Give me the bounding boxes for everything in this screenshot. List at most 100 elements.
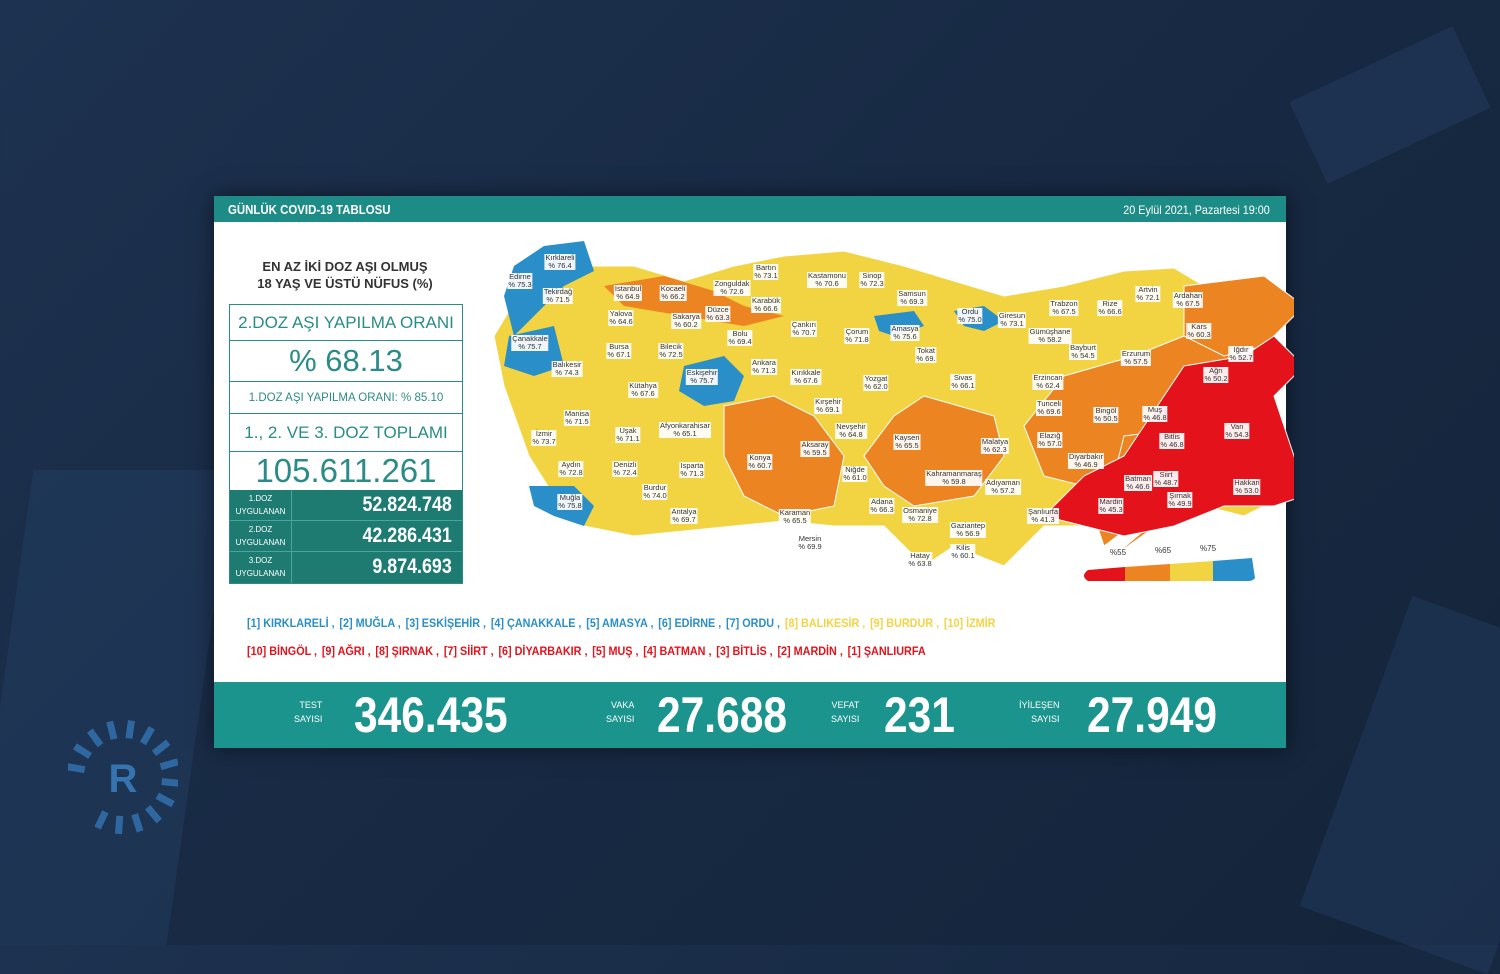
top-provinces-list: [1] KIRKLARELİ , [2] MUĞLA , [3] ESKİŞEH… — [247, 616, 997, 630]
province-label-zonguldak: Zonguldak% 72.6 — [713, 279, 751, 296]
province-label-antalya: Antalya% 69.7 — [670, 507, 698, 524]
rudaw-logo: R — [68, 720, 178, 835]
province-label-giresun: Giresun% 73.1 — [997, 311, 1027, 328]
province-label-edirne: Edirne% 75.3 — [507, 272, 533, 289]
logo-ray — [87, 728, 104, 748]
province-label-kahramanmaraş: Kahramanmaraş% 59.8 — [925, 469, 983, 486]
recovered-count: 27.949 — [1087, 687, 1217, 743]
logo-ray — [151, 739, 171, 757]
dose1-rate: 1.DOZ AŞI YAPILMA ORANI: % 85.10 — [230, 382, 462, 414]
province-label-tekirdağ: Tekirdağ% 71.5 — [542, 287, 574, 304]
province-label-van: Van% 54.3 — [1224, 422, 1250, 439]
legend-55: %55 — [1110, 548, 1127, 557]
logo-ray — [73, 743, 93, 759]
province-label-kırşehir: Kırşehir% 69.1 — [814, 397, 842, 414]
province-label-ankara: Ankara% 71.3 — [751, 358, 777, 375]
province-label-afyonkarahisar: Afyonkarahisar% 65.1 — [658, 421, 712, 438]
province-label-sivas: Sivas% 66.1 — [950, 373, 976, 390]
province-label-uşak: Uşak% 71.1 — [615, 426, 641, 443]
province-label-i̇zmir: İzmir% 73.7 — [531, 429, 557, 446]
province-label-kütahya: Kütahya% 67.6 — [628, 381, 658, 398]
top-list-item: [3] ESKİŞEHİR , — [405, 616, 490, 630]
province-label-şırnak: Şırnak% 49.9 — [1167, 491, 1193, 508]
header-date: 20 Eylül 2021, Pazartesi 19:00 — [1123, 203, 1270, 217]
logo-ray — [161, 778, 178, 787]
province-label-bolu: Bolu% 69.4 — [727, 329, 753, 346]
legend-75: %75 — [1200, 544, 1217, 553]
province-label-ordu: Ordu% 75.0 — [957, 307, 983, 324]
province-label-bursa: Bursa% 67.1 — [606, 342, 632, 359]
province-label-kayseri: Kayseri% 65.5 — [893, 433, 921, 450]
top-list-item: [4] ÇANAKKALE , — [490, 616, 585, 630]
province-label-sinop: Sinop% 72.3 — [859, 271, 885, 288]
total-label: 1., 2. VE 3. DOZ TOPLAMI — [230, 414, 462, 452]
logo-ray — [155, 792, 175, 808]
total-value: 105.611.261 — [255, 452, 437, 489]
background-shape — [1299, 595, 1500, 974]
logo-ray — [139, 726, 155, 746]
logo-ray — [159, 758, 178, 771]
province-label-kilis: Kilis% 60.1 — [950, 543, 976, 560]
province-label-tunceli: Tunceli% 69.6 — [1036, 399, 1062, 416]
province-label-yalova: Yalova% 64.6 — [608, 309, 634, 326]
province-label-karaman: Karaman% 65.5 — [778, 508, 812, 525]
bottom-list-item: [7] SİİRT , — [443, 644, 497, 658]
province-label-erzincan: Erzincan% 62.4 — [1032, 373, 1064, 390]
province-label-konya: Konya% 60.7 — [747, 453, 773, 470]
province-label-samsun: Samsun% 69.3 — [897, 289, 927, 306]
province-label-i̇stanbul: İstanbul% 64.9 — [613, 284, 643, 301]
province-label-siirt: Siirt% 48.7 — [1153, 470, 1179, 487]
province-label-kırklareli: Kırklareli% 76.4 — [544, 253, 576, 270]
province-label-iğdır: Iğdır% 52.7 — [1228, 345, 1254, 362]
dose2-rate-value: % 68.13 — [230, 341, 462, 382]
svg-text:R: R — [109, 757, 138, 801]
legend-bar — [1084, 558, 1255, 581]
province-label-mardin: Mardin% 45.3 — [1098, 497, 1124, 514]
dose-value: 42.286.431 — [362, 524, 452, 547]
logo-ray — [106, 720, 118, 740]
province-label-batman: Batman% 46.6 — [1124, 474, 1152, 491]
bottom-list-item: [6] DİYARBAKIR , — [498, 644, 591, 658]
dose-row-2: 2.DOZ UYGULANAN 42.286.431 — [230, 521, 462, 552]
province-label-yozgat: Yozgat% 62.0 — [863, 374, 889, 391]
province-label-amasya: Amasya% 75.6 — [890, 324, 920, 341]
province-label-kırıkkale: Kırıkkale% 67.6 — [790, 368, 822, 385]
turkey-vaccination-map: Kırklareli% 76.4 Edirne% 75.3 Tekirdağ% 71… — [484, 226, 1305, 591]
province-label-kars: Kars% 60.3 — [1186, 322, 1212, 339]
logo-ray — [68, 763, 86, 774]
header-title: GÜNLÜK COVID-19 TABLOSU — [228, 202, 391, 217]
province-label-düzce: Düzce% 63.3 — [705, 305, 731, 322]
province-label-mersin: Mersin% 69.9 — [797, 534, 823, 551]
dose-value: 9.874.693 — [372, 555, 452, 578]
bottom-list-item: [10] BİNGÖL , — [247, 644, 321, 658]
region-orange-marmara — [604, 276, 784, 326]
province-label-manisa: Manisa% 71.5 — [563, 409, 591, 426]
province-label-adana: Adana% 66.3 — [869, 497, 895, 514]
province-label-muğla: Muğla% 75.8 — [557, 493, 583, 510]
dose-row-1: 1.DOZ UYGULANAN 52.824.748 — [230, 490, 462, 521]
province-label-hatay: Hatay% 63.8 — [907, 551, 933, 568]
logo-ray — [94, 810, 109, 830]
province-label-bitlis: Bitlis% 46.8 — [1159, 432, 1185, 449]
logo-ray — [131, 813, 144, 833]
province-label-bartın: Bartın% 73.1 — [753, 263, 779, 280]
bottom-provinces-list: [10] BİNGÖL , [9] AĞRI , [8] ŞIRNAK , [7… — [247, 644, 927, 658]
top-list-item: [1] KIRKLARELİ , — [247, 616, 338, 630]
province-label-şanlıurfa: Şanlıurfa% 41.3 — [1026, 507, 1060, 524]
province-label-diyarbakır: Diyarbakır% 46.9 — [1067, 452, 1105, 469]
bottom-list-item: [4] BATMAN , — [643, 644, 715, 658]
province-label-bingöl: Bingöl% 50.5 — [1093, 406, 1119, 423]
logo-ray — [145, 804, 162, 824]
top-list-item: [8] BALIKESİR , — [784, 616, 869, 630]
death-count: 231 — [884, 687, 955, 743]
dose-value: 52.824.748 — [362, 493, 452, 516]
province-label-nevşehir: Nevşehir% 64.8 — [835, 422, 867, 439]
province-label-ağrı: Ağrı% 50.2 — [1203, 366, 1229, 383]
province-label-trabzon: Trabzon% 67.5 — [1049, 299, 1079, 316]
province-label-balıkesir: Balıkesir% 74.3 — [551, 360, 583, 377]
top-list-item: [2] MUĞLA , — [339, 616, 404, 630]
province-label-eskişehir: Eskişehir% 75.7 — [685, 368, 719, 385]
province-label-elazığ: Elazığ% 57.0 — [1037, 431, 1063, 448]
case-count: 27.688 — [657, 687, 787, 743]
province-label-isparta: Isparta% 71.3 — [679, 461, 705, 478]
